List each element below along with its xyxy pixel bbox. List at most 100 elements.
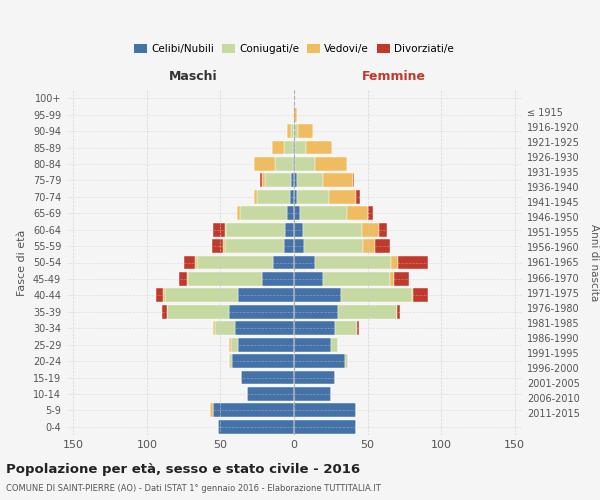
Bar — [262, 174, 265, 188]
Bar — [314, 256, 391, 270]
Text: Femmine: Femmine — [362, 70, 427, 83]
Y-axis label: Fasce di età: Fasce di età — [17, 230, 27, 296]
Bar — [187, 272, 188, 286]
Bar — [218, 420, 294, 434]
Bar — [294, 321, 335, 335]
Bar — [212, 239, 223, 253]
Bar — [210, 404, 213, 417]
Bar — [291, 174, 294, 188]
Bar — [294, 108, 297, 122]
Bar — [389, 272, 394, 286]
Bar — [294, 305, 338, 319]
Bar — [291, 124, 294, 138]
Bar — [338, 305, 397, 319]
Bar — [239, 206, 287, 220]
Bar — [379, 222, 386, 236]
Bar — [375, 239, 389, 253]
Bar — [294, 190, 297, 204]
Bar — [294, 354, 346, 368]
Bar — [357, 321, 359, 335]
Bar — [213, 321, 215, 335]
Bar — [347, 206, 368, 220]
Bar — [265, 174, 291, 188]
Bar — [164, 288, 238, 302]
Bar — [229, 354, 232, 368]
Bar — [215, 321, 235, 335]
Text: Maschi: Maschi — [169, 70, 218, 83]
Bar — [254, 190, 257, 204]
Bar — [294, 387, 331, 401]
Text: COMUNE DI SAINT-PIERRE (AO) - Dati ISTAT 1° gennaio 2016 - Elaborazione TUTTITAL: COMUNE DI SAINT-PIERRE (AO) - Dati ISTAT… — [6, 484, 381, 493]
Bar — [294, 206, 300, 220]
Bar — [290, 190, 294, 204]
Bar — [241, 370, 294, 384]
Bar — [294, 239, 304, 253]
Bar — [229, 338, 231, 351]
Bar — [294, 370, 335, 384]
Bar — [341, 288, 412, 302]
Bar — [213, 222, 225, 236]
Bar — [294, 272, 323, 286]
Bar — [257, 190, 290, 204]
Bar — [161, 305, 167, 319]
Bar — [323, 272, 389, 286]
Bar — [304, 239, 363, 253]
Bar — [294, 124, 298, 138]
Bar — [294, 256, 314, 270]
Bar — [238, 338, 294, 351]
Bar — [294, 288, 341, 302]
Bar — [226, 222, 285, 236]
Bar — [197, 256, 274, 270]
Bar — [300, 206, 347, 220]
Bar — [398, 256, 428, 270]
Bar — [179, 272, 187, 286]
Bar — [294, 157, 295, 171]
Bar — [391, 256, 398, 270]
Bar — [368, 206, 373, 220]
Bar — [297, 190, 329, 204]
Bar — [167, 305, 229, 319]
Bar — [225, 222, 226, 236]
Bar — [229, 305, 294, 319]
Bar — [412, 288, 413, 302]
Bar — [335, 321, 357, 335]
Bar — [294, 404, 356, 417]
Bar — [272, 140, 284, 154]
Bar — [329, 190, 356, 204]
Bar — [156, 288, 163, 302]
Bar — [362, 222, 379, 236]
Bar — [232, 354, 294, 368]
Bar — [306, 140, 332, 154]
Bar — [274, 256, 294, 270]
Bar — [163, 288, 164, 302]
Bar — [294, 338, 331, 351]
Bar — [284, 239, 294, 253]
Bar — [346, 354, 349, 368]
Bar — [303, 222, 362, 236]
Bar — [331, 338, 338, 351]
Bar — [231, 338, 238, 351]
Bar — [287, 206, 294, 220]
Y-axis label: Anni di nascita: Anni di nascita — [589, 224, 599, 301]
Bar — [287, 124, 291, 138]
Bar — [184, 256, 196, 270]
Bar — [284, 140, 293, 154]
Bar — [295, 157, 314, 171]
Bar — [223, 239, 225, 253]
Bar — [294, 174, 297, 188]
Bar — [254, 157, 275, 171]
Bar — [188, 272, 262, 286]
Bar — [294, 420, 356, 434]
Bar — [262, 272, 294, 286]
Bar — [294, 140, 295, 154]
Bar — [314, 157, 347, 171]
Bar — [293, 157, 294, 171]
Bar — [285, 222, 294, 236]
Bar — [394, 272, 409, 286]
Bar — [293, 108, 294, 122]
Bar — [247, 387, 294, 401]
Bar — [356, 190, 360, 204]
Bar — [213, 404, 294, 417]
Text: Popolazione per età, sesso e stato civile - 2016: Popolazione per età, sesso e stato civil… — [6, 462, 360, 475]
Bar — [397, 305, 400, 319]
